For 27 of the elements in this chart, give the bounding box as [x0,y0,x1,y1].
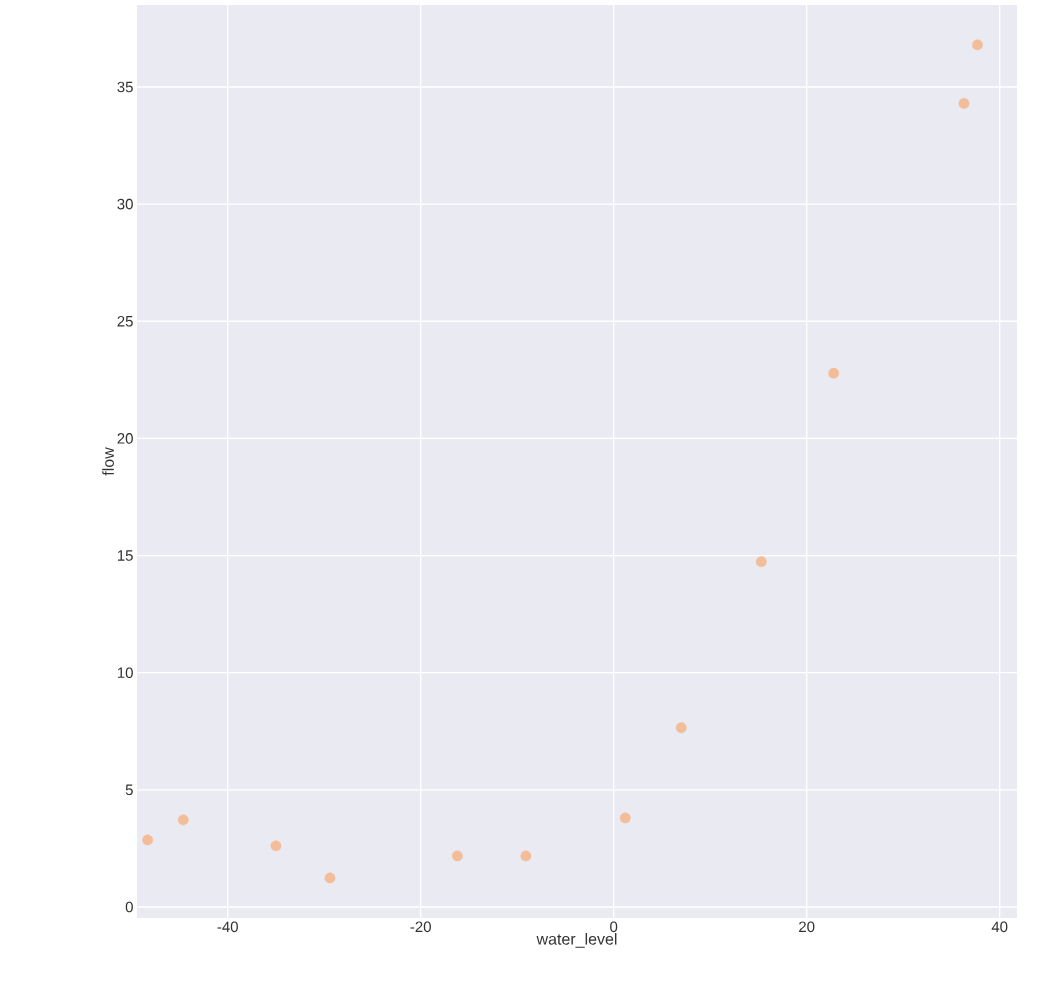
point [451,850,463,862]
point [675,722,687,734]
y-tick-label: 10 [117,667,133,679]
point [755,556,767,568]
point [142,834,153,846]
y-tick-label: 20 [117,433,133,444]
y-tick-label: 5 [125,784,133,796]
x-tick-label: -40 [217,921,238,933]
point [270,840,282,852]
y-tick-label: 15 [117,550,133,561]
y-tick-label: 30 [117,198,133,210]
y-tick-label: 25 [117,315,133,327]
point [828,367,840,379]
x-tick-label: 0 [610,921,618,933]
x-axis-title: water_level [536,932,617,948]
point [520,850,532,862]
x-tick-label: -20 [410,921,431,933]
point [972,39,983,51]
y-tick-label: 0 [125,901,133,913]
x-tick-label: 20 [799,921,815,933]
y-axis-title: flow [102,447,114,476]
point [177,814,189,826]
point [619,812,631,824]
x-tick-label: 40 [991,921,1008,933]
y-tick-label: 35 [117,81,133,93]
point [958,98,970,109]
point [324,872,336,884]
